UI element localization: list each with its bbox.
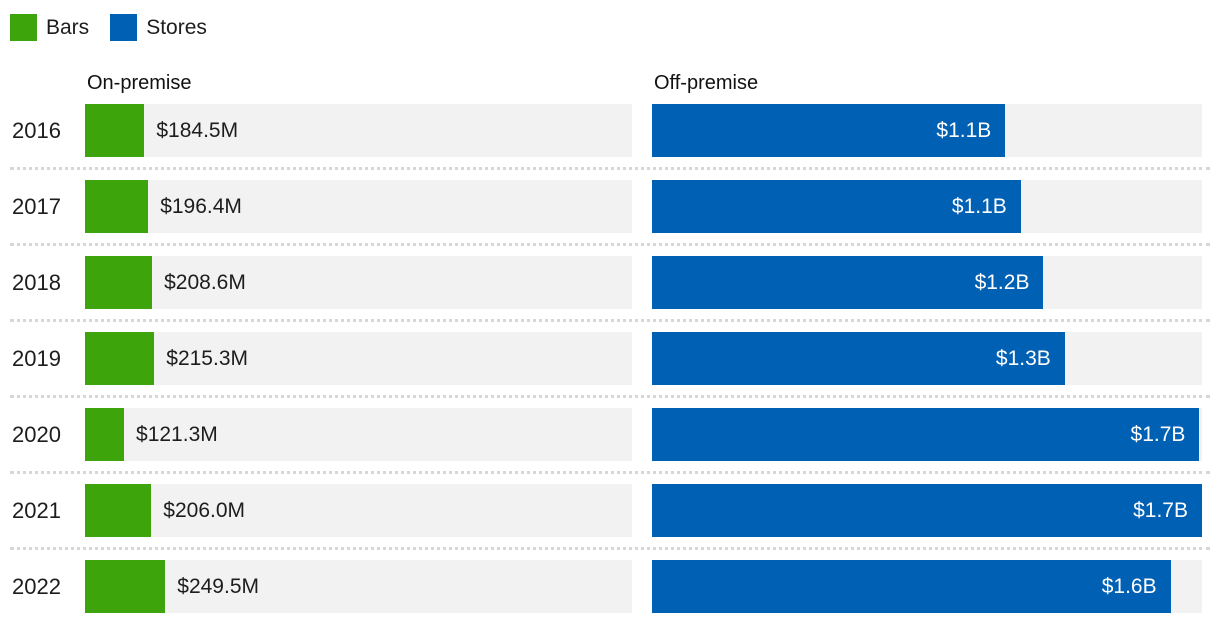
off-premise-value: $1.7B: [1133, 498, 1188, 522]
on-premise-value: $121.3M: [136, 422, 218, 446]
on-premise-value: $196.4M: [160, 194, 242, 218]
off-premise-track: $1.7B: [652, 408, 1202, 461]
off-premise-bar[interactable]: $1.2B: [652, 256, 1044, 309]
on-premise-track: $215.3M: [85, 332, 632, 385]
stores-swatch-icon: [110, 14, 138, 41]
off-premise-track: $1.7B: [652, 484, 1202, 537]
column-headers: On-premise Off-premise: [10, 72, 1202, 95]
on-premise-value: $249.5M: [177, 574, 259, 598]
on-premise-bar[interactable]: [85, 408, 125, 461]
on-premise-track: $208.6M: [85, 256, 632, 309]
on-premise-bar[interactable]: [85, 484, 152, 537]
off-premise-value: $1.3B: [995, 346, 1051, 370]
year-label: 2017: [12, 193, 61, 219]
off-premise-value: $1.2B: [974, 270, 1030, 294]
on-premise-track: $249.5M: [85, 560, 632, 613]
on-premise-bar[interactable]: [85, 256, 153, 309]
bars-swatch-icon: [10, 14, 37, 41]
row-divider: [10, 547, 1210, 550]
legend-item-bars[interactable]: Bars: [10, 14, 89, 41]
off-premise-value: $1.1B: [951, 194, 1007, 218]
year-label: 2022: [12, 573, 61, 599]
legend-label-bars: Bars: [46, 16, 90, 39]
off-premise-bar[interactable]: $1.1B: [652, 180, 1021, 233]
on-premise-value: $215.3M: [166, 346, 248, 370]
on-premise-value: $208.6M: [164, 270, 246, 294]
legend-label-stores: Stores: [146, 16, 207, 39]
off-premise-header: Off-premise: [654, 72, 759, 94]
on-premise-track: $206.0M: [85, 484, 632, 537]
year-row: 2022 $249.5M $1.6B: [12, 560, 1202, 613]
off-premise-value: $1.7B: [1130, 422, 1186, 446]
year-label: 2018: [12, 269, 61, 295]
on-premise-value: $184.5M: [156, 118, 239, 142]
off-premise-bar[interactable]: $1.7B: [652, 484, 1202, 537]
year-row: 2019 $215.3M $1.3B: [12, 332, 1202, 385]
year-label: 2021: [12, 497, 61, 523]
on-premise-value: $206.0M: [163, 498, 246, 522]
year-row: 2020 $121.3M $1.7B: [12, 408, 1202, 461]
year-label: 2019: [12, 345, 61, 371]
on-premise-track: $196.4M: [85, 180, 632, 233]
row-divider: [10, 167, 1210, 170]
year-row: 2021 $206.0M $1.7B: [12, 484, 1202, 537]
row-divider: [10, 319, 1210, 322]
legend: Bars Stores: [10, 14, 1202, 41]
off-premise-bar[interactable]: $1.6B: [652, 560, 1171, 613]
row-divider: [10, 243, 1210, 246]
off-premise-value: $1.1B: [936, 118, 992, 142]
on-premise-header: On-premise: [87, 72, 192, 94]
off-premise-value: $1.6B: [1101, 574, 1157, 598]
on-premise-bar[interactable]: [85, 180, 149, 233]
off-premise-track: $1.1B: [652, 180, 1202, 233]
off-premise-track: $1.6B: [652, 560, 1202, 613]
year-row: 2017 $196.4M $1.1B: [12, 180, 1202, 233]
off-premise-track: $1.1B: [652, 104, 1202, 157]
year-row: 2018 $208.6M $1.2B: [12, 256, 1202, 309]
off-premise-bar[interactable]: $1.7B: [652, 408, 1200, 461]
on-premise-bar[interactable]: [85, 104, 145, 157]
row-divider: [10, 471, 1210, 474]
legend-item-stores[interactable]: Stores: [110, 14, 207, 41]
row-divider: [10, 395, 1210, 398]
off-premise-track: $1.3B: [652, 332, 1202, 385]
year-row: 2016 $184.5M $1.1B: [12, 104, 1202, 157]
on-premise-bar[interactable]: [85, 560, 166, 613]
on-premise-track: $184.5M: [85, 104, 632, 157]
chart-rows: 2016 $184.5M $1.1B 2017 $196.4M $1.1B: [10, 104, 1210, 613]
off-premise-bar[interactable]: $1.3B: [652, 332, 1065, 385]
on-premise-bar[interactable]: [85, 332, 155, 385]
off-premise-track: $1.2B: [652, 256, 1202, 309]
off-premise-bar[interactable]: $1.1B: [652, 104, 1006, 157]
year-label: 2016: [12, 117, 61, 143]
year-label: 2020: [12, 421, 61, 447]
on-premise-track: $121.3M: [85, 408, 632, 461]
